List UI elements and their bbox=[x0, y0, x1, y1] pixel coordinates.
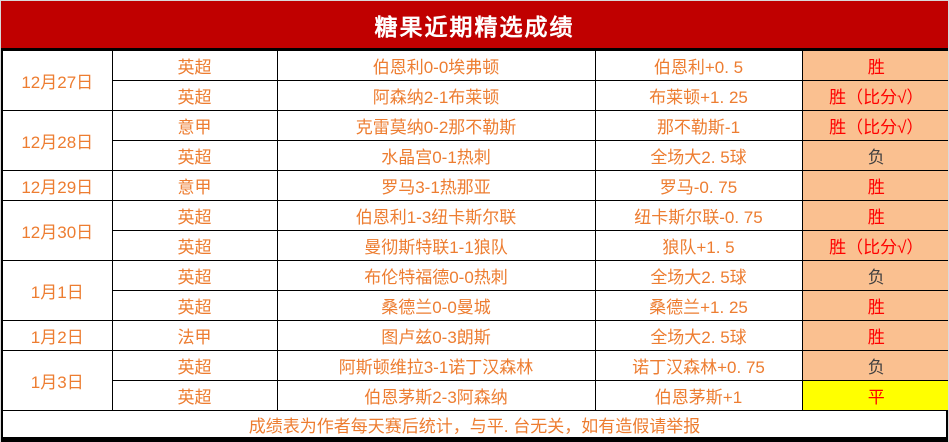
result-cell: 负 bbox=[801, 140, 948, 171]
bet-cell: 全场大2. 5球 bbox=[594, 260, 803, 291]
match-cell: 阿森纳2-1布莱顿 bbox=[276, 80, 596, 111]
date-cell: 12月28日 bbox=[1, 110, 113, 171]
table-row: 1月2日 法甲 图卢兹0-3朗斯 全场大2. 5球 胜 bbox=[1, 320, 948, 351]
table-row: 12月30日 英超 伯恩利1-3纽卡斯尔联 纽卡斯尔联-0. 75 胜 bbox=[1, 200, 948, 261]
bet-cell: 全场大2. 5球 bbox=[594, 140, 803, 171]
match-cell: 桑德兰0-0曼城 bbox=[276, 290, 596, 321]
result-cell: 胜（比分√） bbox=[801, 80, 948, 111]
result-cell: 胜 bbox=[801, 170, 948, 201]
date-cell: 1月1日 bbox=[1, 260, 113, 321]
table-row: 1月3日 英超 阿斯顿维拉3-1诺丁汉森林 诺丁汉森林+0. 75 负 bbox=[1, 350, 948, 411]
bet-cell: 伯恩利+0. 5 bbox=[594, 50, 803, 81]
bottom-border bbox=[1, 437, 948, 442]
result-cell: 胜（比分√） bbox=[801, 230, 948, 261]
league-cell: 英超 bbox=[111, 350, 278, 381]
match-cell: 水晶宫0-1热刺 bbox=[276, 140, 596, 171]
league-cell: 法甲 bbox=[111, 320, 278, 351]
bet-cell: 全场大2. 5球 bbox=[594, 320, 803, 351]
league-cell: 英超 bbox=[111, 200, 278, 231]
league-cell: 英超 bbox=[111, 50, 278, 81]
match-cell: 伯恩利1-3纽卡斯尔联 bbox=[276, 200, 596, 231]
bet-cell: 罗马-0. 75 bbox=[594, 170, 803, 201]
league-cell: 英超 bbox=[111, 80, 278, 111]
result-cell: 平 bbox=[801, 380, 948, 411]
match-cell: 图卢兹0-3朗斯 bbox=[276, 320, 596, 351]
match-cell: 伯恩茅斯2-3阿森纳 bbox=[276, 380, 596, 411]
league-cell: 英超 bbox=[111, 230, 278, 261]
match-cell: 伯恩利0-0埃弗顿 bbox=[276, 50, 596, 81]
date-cell: 1月2日 bbox=[1, 320, 113, 351]
page-title: 糖果近期精选成绩 bbox=[374, 13, 575, 40]
result-cell: 胜（比分√） bbox=[801, 110, 948, 141]
date-cell: 1月3日 bbox=[1, 350, 113, 411]
table-row: 12月28日 意甲 克雷莫纳0-2那不勒斯 那不勒斯-1 胜（比分√） bbox=[1, 110, 948, 171]
date-cell: 12月27日 bbox=[1, 50, 113, 111]
league-cell: 英超 bbox=[111, 260, 278, 291]
league-cell: 意甲 bbox=[111, 110, 278, 141]
table-row: 1月1日 英超 布伦特福德0-0热刺 全场大2. 5球 负 bbox=[1, 260, 948, 321]
league-cell: 英超 bbox=[111, 140, 278, 171]
result-cell: 胜 bbox=[801, 290, 948, 321]
table-row: 12月27日 英超 伯恩利0-0埃弗顿 伯恩利+0. 5 胜 bbox=[1, 50, 948, 111]
match-cell: 布伦特福德0-0热刺 bbox=[276, 260, 596, 291]
match-cell: 罗马3-1热那亚 bbox=[276, 170, 596, 201]
table-row: 英超 水晶宫0-1热刺 全场大2. 5球 负 bbox=[2, 140, 948, 171]
results-table: 12月27日 英超 伯恩利0-0埃弗顿 伯恩利+0. 5 胜 英超 阿森纳2-1… bbox=[1, 50, 948, 411]
table-row: 英超 曼彻斯特联1-1狼队 狼队+1. 5 胜（比分√） bbox=[2, 230, 948, 261]
league-cell: 英超 bbox=[111, 380, 278, 411]
date-cell: 12月30日 bbox=[1, 200, 113, 261]
result-cell: 胜 bbox=[801, 50, 948, 81]
result-cell: 胜 bbox=[801, 320, 948, 351]
bet-cell: 纽卡斯尔联-0. 75 bbox=[594, 200, 803, 231]
date-cell: 12月29日 bbox=[1, 170, 113, 201]
bet-cell: 布莱顿+1. 25 bbox=[594, 80, 803, 111]
match-cell: 阿斯顿维拉3-1诺丁汉森林 bbox=[276, 350, 596, 381]
result-cell: 胜 bbox=[801, 200, 948, 231]
result-cell: 负 bbox=[801, 260, 948, 291]
table-row: 12月29日 意甲 罗马3-1热那亚 罗马-0. 75 胜 bbox=[1, 170, 948, 201]
bet-cell: 诺丁汉森林+0. 75 bbox=[594, 350, 803, 381]
result-cell: 负 bbox=[801, 350, 948, 381]
table-row: 英超 桑德兰0-0曼城 桑德兰+1. 25 胜 bbox=[2, 290, 948, 321]
table-row: 英超 伯恩茅斯2-3阿森纳 伯恩茅斯+1 平 bbox=[2, 380, 948, 411]
sheet-header: 糖果近期精选成绩 bbox=[1, 1, 948, 50]
table-row: 英超 阿森纳2-1布莱顿 布莱顿+1. 25 胜（比分√） bbox=[2, 80, 948, 111]
bet-cell: 狼队+1. 5 bbox=[594, 230, 803, 261]
bet-cell: 那不勒斯-1 bbox=[594, 110, 803, 141]
match-cell: 克雷莫纳0-2那不勒斯 bbox=[276, 110, 596, 141]
footer-note: 成绩表为作者每天赛后统计，与平. 台无关，如有造假请举报 bbox=[248, 416, 701, 436]
match-cell: 曼彻斯特联1-1狼队 bbox=[276, 230, 596, 261]
footer-note-bar: 成绩表为作者每天赛后统计，与平. 台无关，如有造假请举报 bbox=[1, 411, 948, 437]
league-cell: 意甲 bbox=[111, 170, 278, 201]
bet-cell: 桑德兰+1. 25 bbox=[594, 290, 803, 321]
league-cell: 英超 bbox=[111, 290, 278, 321]
bet-cell: 伯恩茅斯+1 bbox=[594, 380, 803, 411]
